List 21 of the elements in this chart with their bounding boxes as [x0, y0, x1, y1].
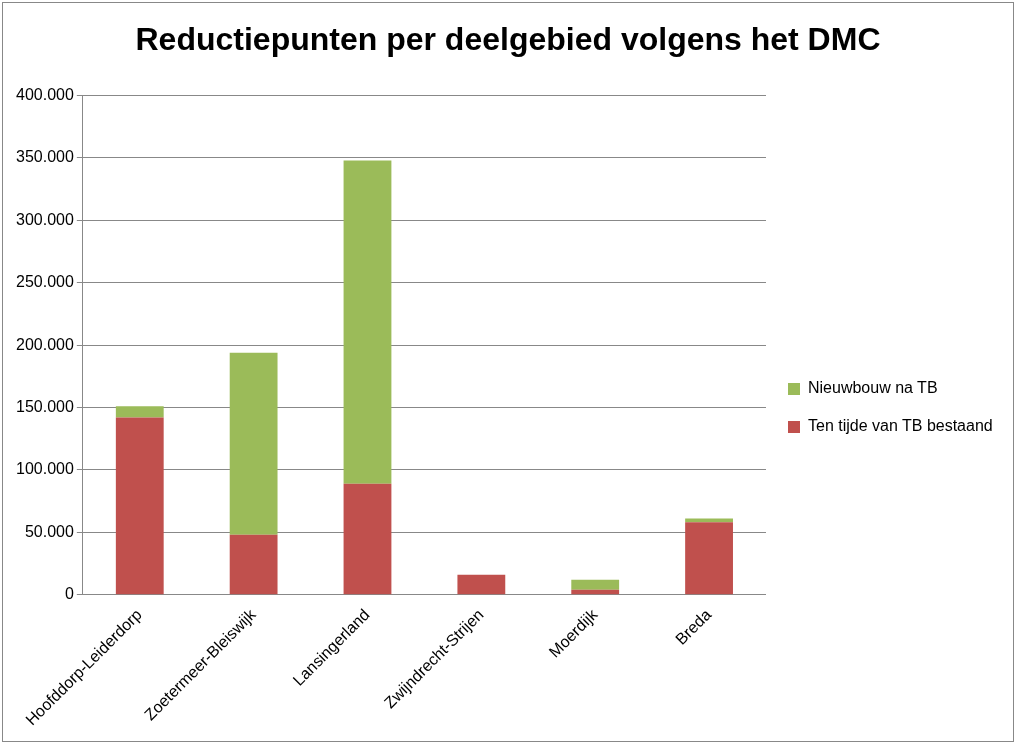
y-tick-label: 200.000: [15, 335, 74, 353]
y-tick-label: 0: [64, 585, 74, 603]
y-tick-label: 100.000: [15, 460, 74, 478]
bar: [343, 160, 392, 484]
bar: [115, 406, 164, 418]
y-tick-label: 150.000: [15, 397, 74, 415]
bar: [229, 352, 278, 535]
y-tick-label: 250.000: [15, 273, 74, 291]
bar: [571, 579, 620, 590]
bar: [229, 534, 278, 595]
chart-title: Reductiepunten per deelgebied volgens het DMC: [134, 21, 882, 58]
y-tick-label: 400.000: [15, 86, 74, 104]
y-tick-label: 50.000: [24, 522, 74, 540]
bar: [343, 483, 392, 595]
y-tick-label: 350.000: [15, 148, 74, 166]
legend-label: Nieuwbouw na TB: [807, 379, 938, 397]
y-tick-label: 300.000: [15, 210, 74, 228]
bar: [685, 522, 733, 595]
bar: [115, 417, 164, 595]
bar: [457, 574, 506, 595]
legend-label: Ten tijde van TB bestaand: [807, 417, 993, 435]
